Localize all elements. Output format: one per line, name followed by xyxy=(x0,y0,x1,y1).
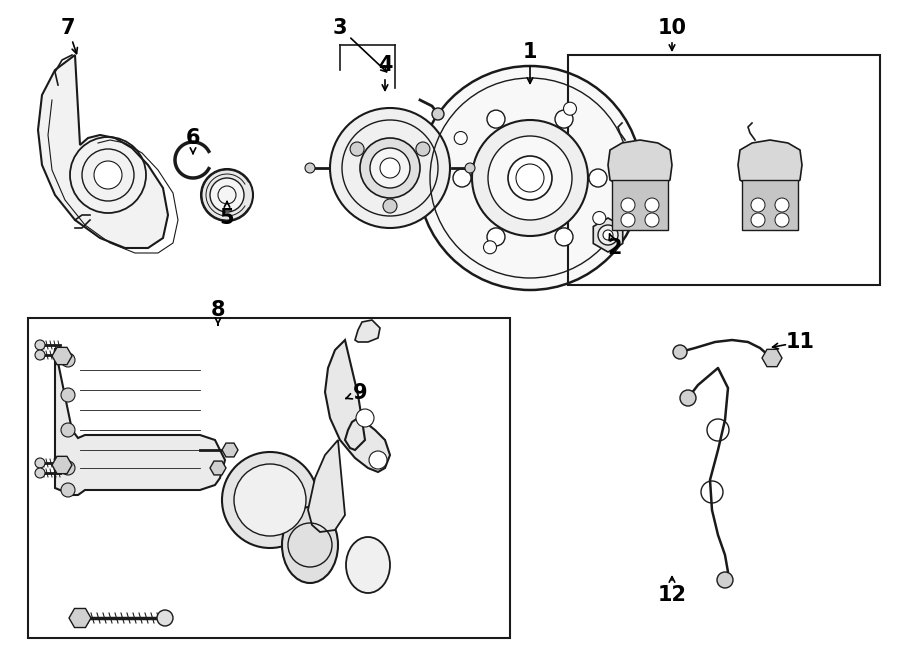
Text: 8: 8 xyxy=(211,300,225,320)
Circle shape xyxy=(645,198,659,212)
Circle shape xyxy=(775,198,789,212)
Circle shape xyxy=(717,572,733,588)
Text: 12: 12 xyxy=(658,585,687,605)
Circle shape xyxy=(356,409,374,427)
Circle shape xyxy=(680,390,696,406)
Ellipse shape xyxy=(282,507,338,583)
Polygon shape xyxy=(325,340,390,472)
Bar xyxy=(28,318,510,638)
Circle shape xyxy=(555,110,573,128)
Circle shape xyxy=(35,458,45,468)
Circle shape xyxy=(35,468,45,478)
Circle shape xyxy=(465,163,475,173)
Circle shape xyxy=(305,163,315,173)
Polygon shape xyxy=(55,348,225,495)
Polygon shape xyxy=(612,180,668,230)
Circle shape xyxy=(35,350,45,360)
Circle shape xyxy=(432,108,444,120)
Circle shape xyxy=(234,464,306,536)
Circle shape xyxy=(157,610,173,626)
Text: 11: 11 xyxy=(786,332,815,352)
Circle shape xyxy=(369,451,387,469)
Circle shape xyxy=(453,169,471,187)
Text: 1: 1 xyxy=(523,42,537,62)
Ellipse shape xyxy=(346,537,390,593)
Text: 10: 10 xyxy=(658,18,687,38)
Circle shape xyxy=(488,136,572,220)
Circle shape xyxy=(673,345,687,359)
Circle shape xyxy=(61,353,75,367)
Circle shape xyxy=(483,241,497,254)
Circle shape xyxy=(61,388,75,402)
Circle shape xyxy=(383,199,397,213)
Circle shape xyxy=(94,161,122,189)
Polygon shape xyxy=(762,350,782,367)
Polygon shape xyxy=(222,443,238,457)
Circle shape xyxy=(751,213,765,227)
Circle shape xyxy=(454,132,467,145)
Circle shape xyxy=(593,212,606,225)
Circle shape xyxy=(350,142,365,156)
Text: 7: 7 xyxy=(61,18,76,38)
Circle shape xyxy=(598,225,618,245)
Polygon shape xyxy=(355,320,380,342)
Polygon shape xyxy=(593,218,623,252)
Text: 5: 5 xyxy=(220,208,234,228)
Circle shape xyxy=(201,169,253,221)
Circle shape xyxy=(555,228,573,246)
Polygon shape xyxy=(69,609,91,627)
Circle shape xyxy=(35,340,45,350)
Circle shape xyxy=(751,198,765,212)
Circle shape xyxy=(222,452,318,548)
Circle shape xyxy=(370,148,410,188)
Circle shape xyxy=(210,178,244,212)
Circle shape xyxy=(61,461,75,475)
Circle shape xyxy=(589,169,607,187)
Polygon shape xyxy=(52,456,72,474)
Circle shape xyxy=(563,102,577,115)
Circle shape xyxy=(360,138,420,198)
Circle shape xyxy=(603,230,613,240)
Polygon shape xyxy=(742,180,798,230)
Polygon shape xyxy=(308,440,345,532)
Polygon shape xyxy=(210,461,226,475)
Text: 4: 4 xyxy=(378,55,392,75)
Polygon shape xyxy=(738,140,802,190)
Circle shape xyxy=(645,213,659,227)
Circle shape xyxy=(775,213,789,227)
Circle shape xyxy=(416,142,430,156)
Circle shape xyxy=(508,156,552,200)
Text: 9: 9 xyxy=(353,383,367,403)
Text: 3: 3 xyxy=(333,18,347,38)
Circle shape xyxy=(621,198,635,212)
Circle shape xyxy=(61,423,75,437)
Circle shape xyxy=(472,120,588,236)
Circle shape xyxy=(621,213,635,227)
Circle shape xyxy=(487,110,505,128)
Polygon shape xyxy=(38,55,168,248)
Circle shape xyxy=(418,66,642,290)
Bar xyxy=(568,55,880,285)
Text: 6: 6 xyxy=(185,128,200,148)
Polygon shape xyxy=(608,140,672,190)
Circle shape xyxy=(61,483,75,497)
Circle shape xyxy=(487,228,505,246)
Text: 2: 2 xyxy=(608,238,622,258)
Circle shape xyxy=(330,108,450,228)
Polygon shape xyxy=(52,347,72,365)
Circle shape xyxy=(380,158,400,178)
